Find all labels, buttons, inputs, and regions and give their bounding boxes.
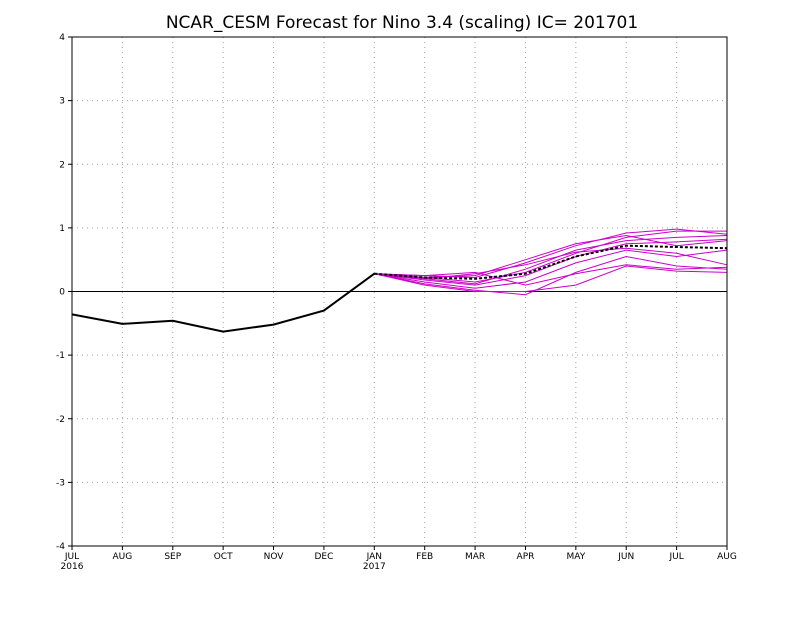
y-tick-label: -1 bbox=[56, 351, 65, 361]
x-tick-label: SEP bbox=[164, 552, 181, 562]
ensemble-member-line bbox=[374, 265, 728, 292]
x-tick-label: NOV bbox=[264, 552, 285, 562]
x-tick-label: DEC bbox=[314, 552, 333, 562]
chart-title: NCAR_CESM Forecast for Nino 3.4 (scaling… bbox=[166, 13, 638, 33]
x-tick-label: AUG bbox=[113, 552, 133, 562]
observed-line bbox=[71, 272, 375, 333]
y-tick-label: 4 bbox=[59, 33, 65, 43]
y-tick-label: 2 bbox=[59, 160, 65, 170]
y-tick-label: -4 bbox=[56, 542, 65, 552]
x-tick-label: MAR bbox=[465, 552, 485, 562]
x-tick-label: APR bbox=[517, 552, 535, 562]
ensemble-member-line bbox=[374, 264, 728, 286]
y-tick-label: -3 bbox=[56, 478, 65, 488]
ensemble-member-line bbox=[374, 234, 728, 279]
x-tick-label: JUL bbox=[64, 552, 79, 562]
ensemble-member-line bbox=[374, 255, 728, 296]
x-tick-label: OCT bbox=[214, 552, 233, 562]
x-tick-label: JAN bbox=[366, 552, 382, 562]
y-tick-label: -2 bbox=[56, 415, 65, 425]
y-tick-label: 1 bbox=[59, 224, 65, 234]
ensemble-member-line bbox=[374, 249, 728, 289]
ensemble-member-line bbox=[374, 235, 728, 285]
y-tick-label: 0 bbox=[59, 288, 65, 298]
ensemble-mean-line bbox=[374, 244, 728, 280]
x-tick-label: FEB bbox=[416, 552, 433, 562]
x-tick-label: MAY bbox=[566, 552, 585, 562]
y-tick-label: 3 bbox=[59, 97, 65, 107]
grid-layer bbox=[72, 37, 727, 546]
x-year-label: 2016 bbox=[61, 562, 84, 572]
x-year-label: 2017 bbox=[363, 562, 386, 572]
x-tick-label: AUG bbox=[717, 552, 737, 562]
ensemble-member-line bbox=[374, 228, 728, 279]
x-tick-label: JUL bbox=[668, 552, 683, 562]
axis-layer: -4 -3 -2 -1 0 1 2 3 4 JUL AUG SEP OCT NOV DEC JAN FEB MAR… bbox=[56, 33, 737, 572]
x-tick-label: JUN bbox=[617, 552, 634, 562]
series-layer bbox=[71, 228, 728, 333]
ensemble-member-line bbox=[374, 247, 728, 280]
